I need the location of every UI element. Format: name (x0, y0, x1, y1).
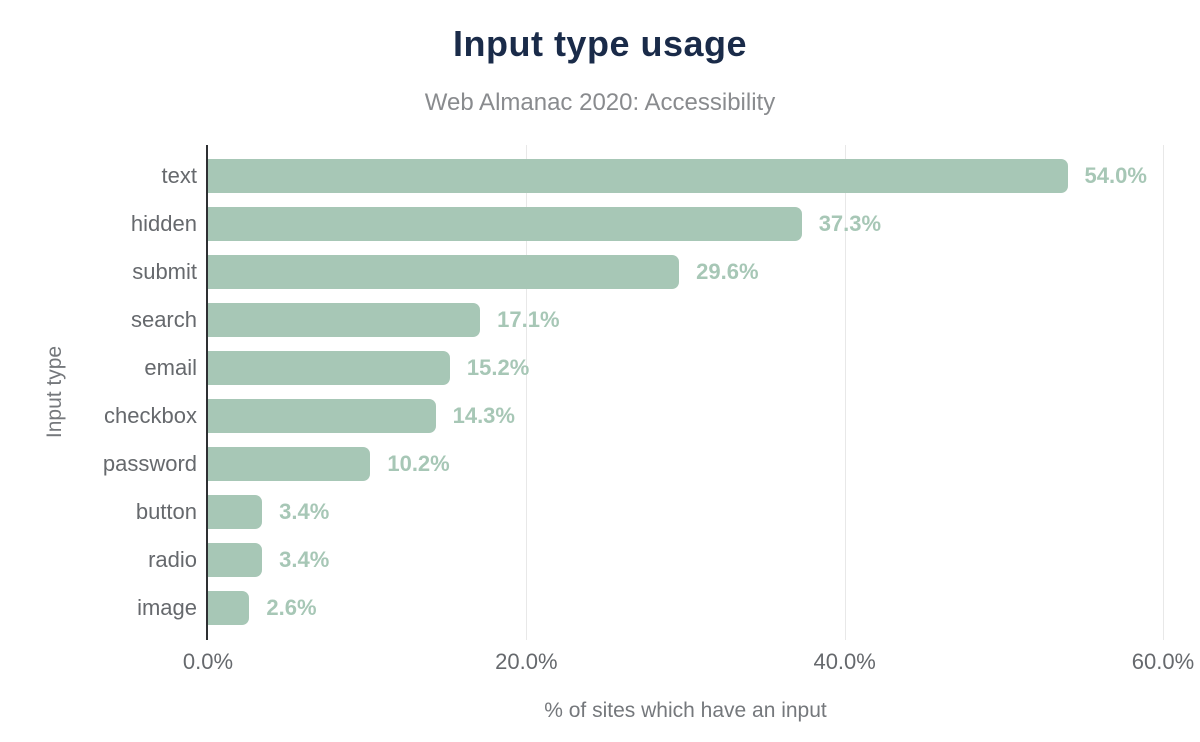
bar-track: 3.4% (208, 543, 1163, 577)
bar (208, 543, 263, 577)
value-label: 2.6% (266, 595, 317, 620)
value-label: 29.6% (696, 259, 759, 284)
bar-track: 10.2% (208, 447, 1163, 481)
bar-row: image 2.6% (0, 584, 1200, 632)
bar (208, 207, 802, 241)
bar-track: 37.3% (208, 207, 1163, 241)
bar (208, 591, 250, 625)
x-axis-title: % of sites which have an input (544, 699, 827, 722)
bar-row: checkbox 14.3% (0, 392, 1200, 440)
x-tick-label: 60.0% (1131, 649, 1195, 674)
bar (208, 399, 436, 433)
gridline (844, 145, 846, 640)
x-tick-label: 0.0% (182, 649, 234, 674)
category-label: text (161, 163, 197, 188)
bar (208, 495, 263, 529)
bar-track: 3.4% (208, 495, 1163, 529)
category-label: image (137, 595, 197, 620)
gridline (526, 145, 528, 640)
bar-row: button 3.4% (0, 488, 1200, 536)
x-axis-ticks: 0.0% 20.0% 40.0% 60.0% (183, 649, 1194, 677)
bar (208, 447, 371, 481)
category-label: password (102, 451, 197, 476)
category-label: button (135, 499, 197, 524)
plot-area (206, 145, 1164, 640)
bar (208, 303, 481, 337)
bar-row: search 17.1% (0, 296, 1200, 344)
bar (208, 351, 450, 385)
gridline (1163, 145, 1164, 640)
category-label: hidden (130, 211, 197, 236)
value-label: 15.2% (466, 355, 530, 380)
bar-row: email 15.2% (0, 344, 1200, 392)
bar-track: 17.1% (208, 303, 1163, 337)
bar-row: hidden 37.3% (0, 200, 1200, 248)
bar-track: 29.6% (208, 255, 1163, 289)
x-tick-label: 20.0% (495, 649, 558, 674)
bar-row: submit 29.6% (0, 248, 1200, 296)
value-label: 3.4% (279, 499, 330, 524)
bar-rows: text 54.0% hidden 37.3% submit 29.6% search 17.… (0, 152, 1200, 632)
value-label: 14.3% (452, 403, 515, 428)
value-label: 37.3% (818, 211, 882, 236)
bar (208, 255, 680, 289)
value-label: 3.4% (279, 547, 330, 572)
chart-title: Input type usage (452, 23, 748, 64)
category-label: submit (132, 259, 197, 284)
category-label: radio (148, 547, 197, 572)
category-label: checkbox (104, 403, 197, 428)
bar-track: 54.0% (208, 159, 1163, 193)
y-axis-line (206, 145, 208, 640)
bar-track: 15.2% (208, 351, 1163, 385)
value-label: 10.2% (387, 451, 450, 476)
category-label: email (144, 355, 197, 380)
category-label: search (130, 307, 197, 332)
bar (208, 159, 1068, 193)
bar-track: 2.6% (208, 591, 1163, 625)
chart-subtitle: Web Almanac 2020: Accessibility (424, 89, 776, 116)
bar-track: 14.3% (208, 399, 1163, 433)
bar-row: password 10.2% (0, 440, 1200, 488)
bar-row: radio 3.4% (0, 536, 1200, 584)
value-label: 17.1% (497, 307, 560, 332)
x-tick-label: 40.0% (813, 649, 876, 674)
value-label: 54.0% (1084, 163, 1147, 188)
bar-row: text 54.0% (0, 152, 1200, 200)
